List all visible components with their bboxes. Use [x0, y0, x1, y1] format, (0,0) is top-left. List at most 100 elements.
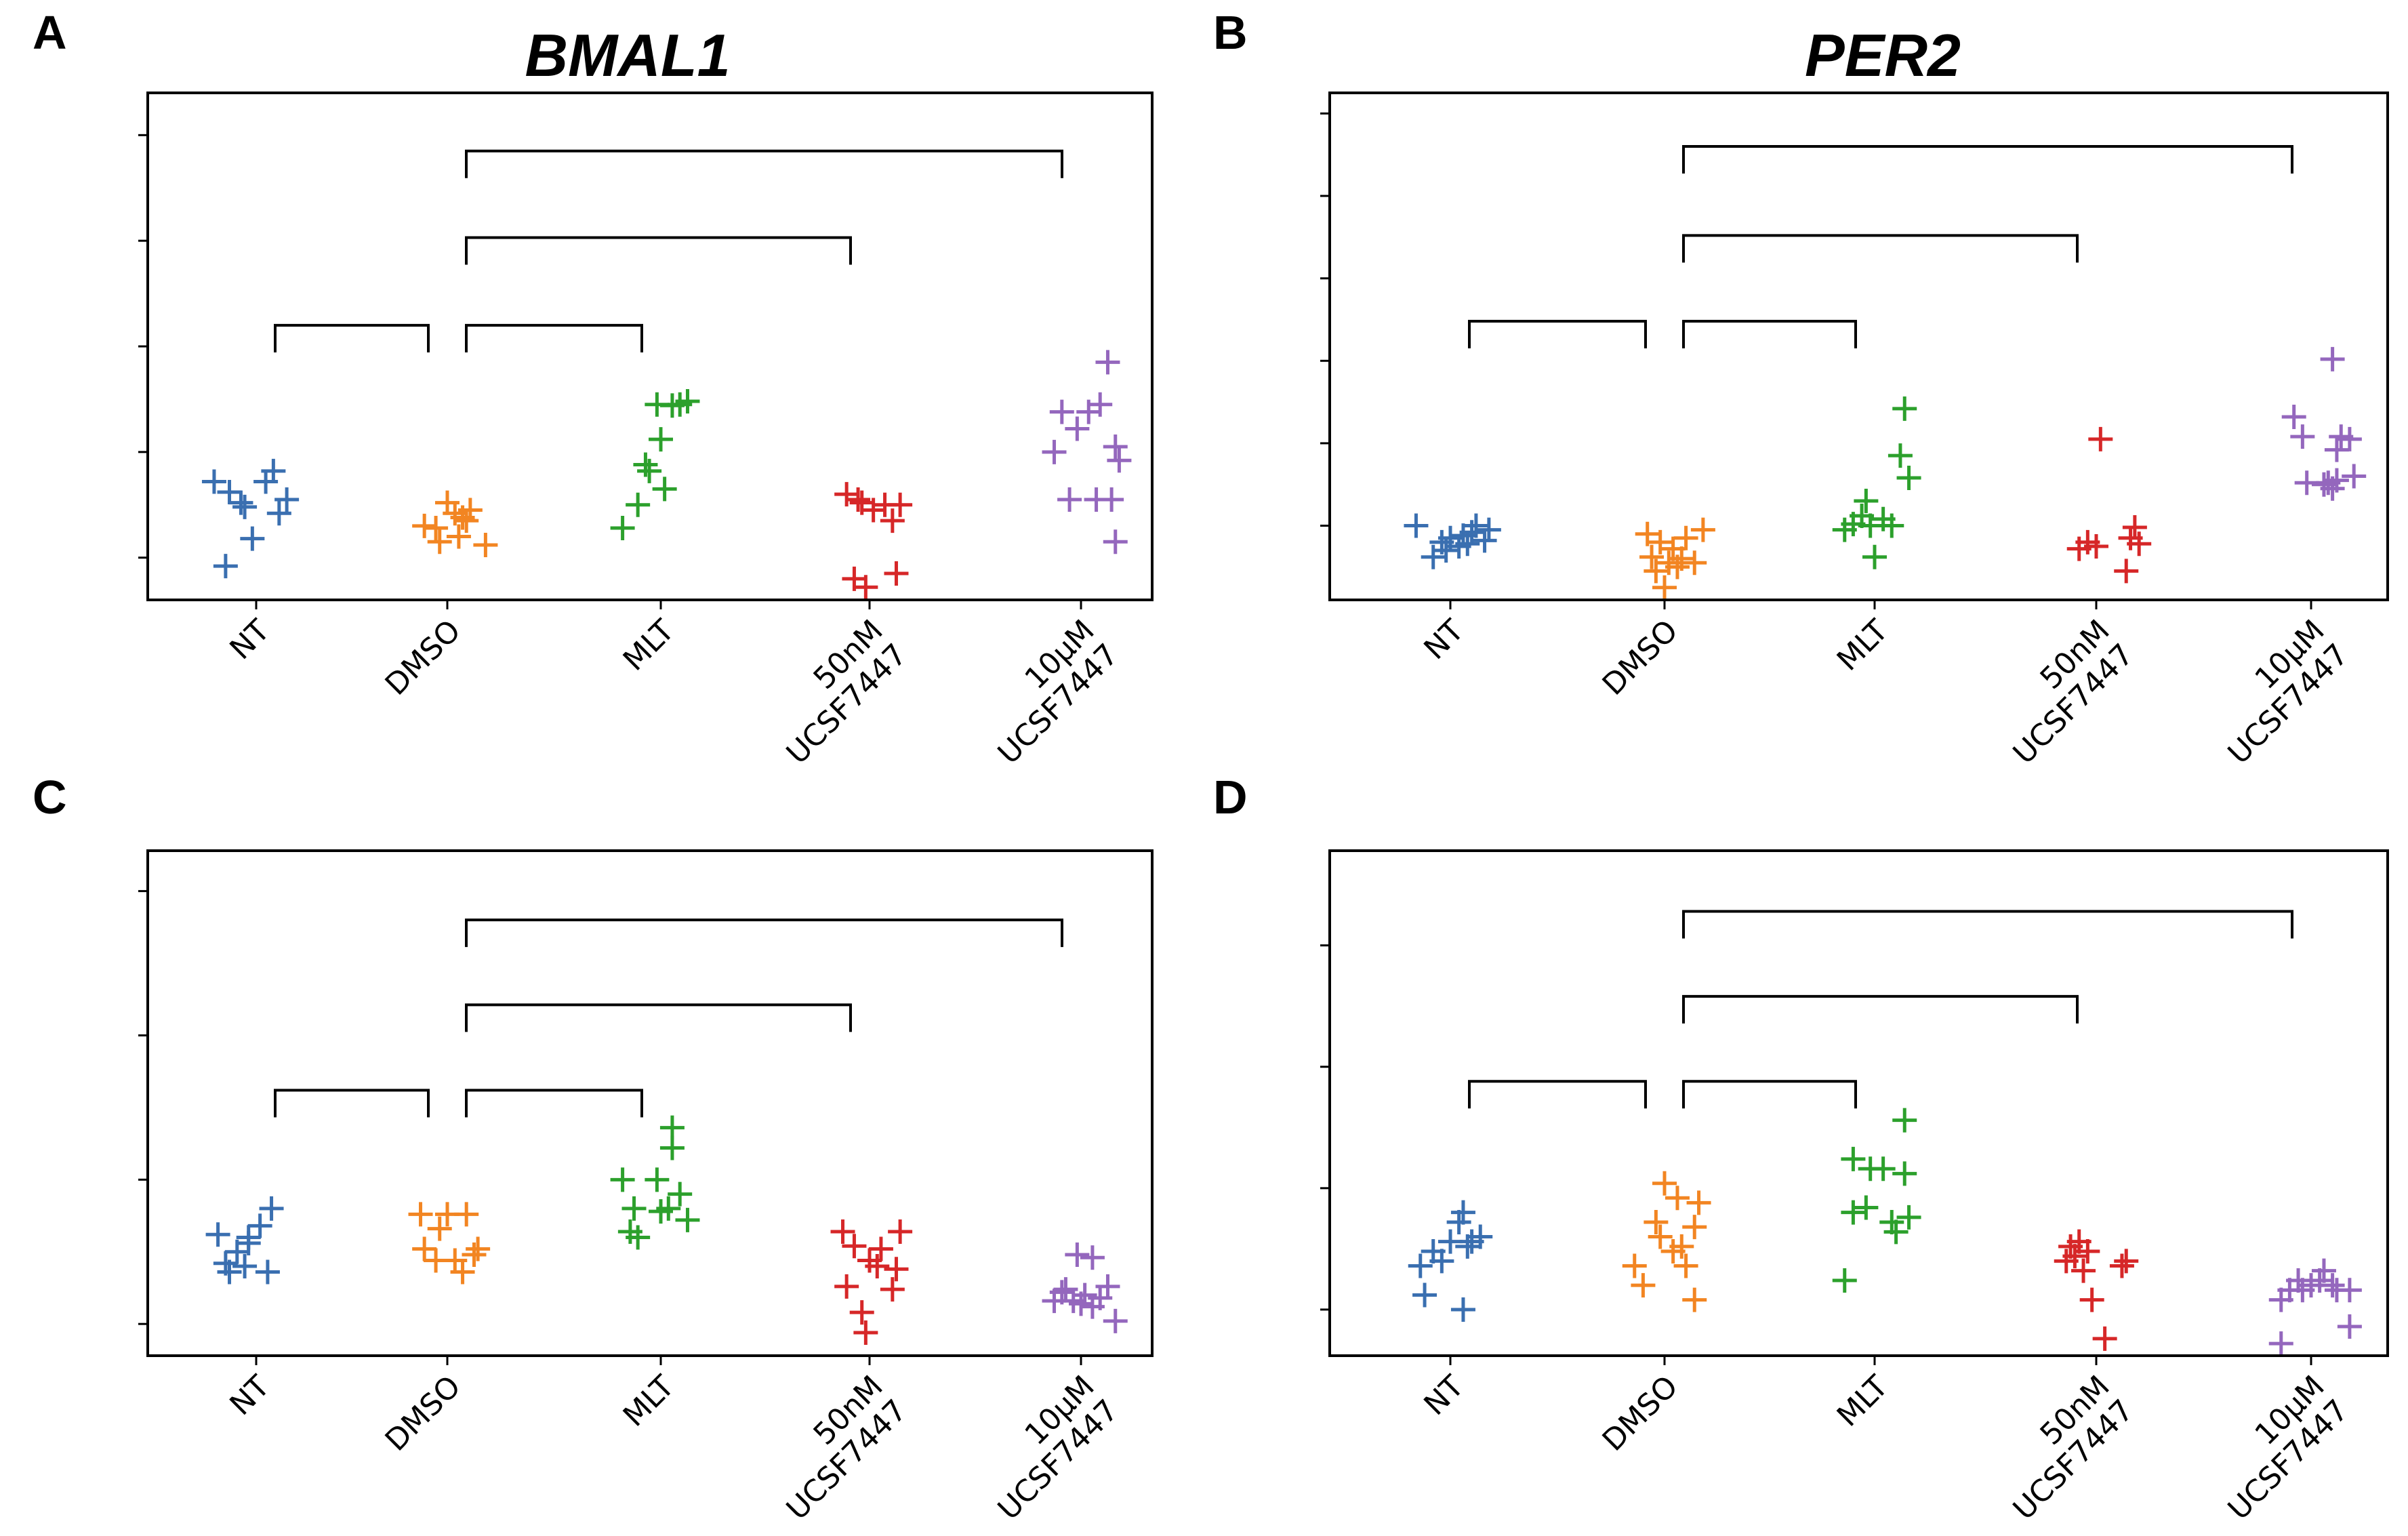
data-point	[884, 1257, 909, 1282]
x-tick-label-line: MLT	[617, 1369, 681, 1434]
data-point	[1639, 544, 1665, 569]
significance-bracket	[1682, 910, 2293, 939]
data-point	[1682, 1215, 1707, 1240]
x-tick-label-line: NT	[1417, 613, 1470, 666]
data-point	[842, 1234, 867, 1259]
x-tick-label: NT	[1417, 613, 1470, 666]
panel-letter-d: D	[1213, 771, 1248, 824]
data-point	[1669, 1234, 1694, 1259]
data-point	[1887, 443, 1913, 468]
significance-bracket	[465, 236, 852, 265]
significance-bracket	[465, 1003, 852, 1032]
data-point	[861, 498, 886, 523]
panel-b-title: PER2	[1805, 22, 1961, 89]
plot-frame	[1328, 849, 2389, 1357]
data-point	[834, 482, 859, 507]
significance-bracket	[1682, 319, 1857, 348]
x-tick-label: 50nMUCSF7447	[1982, 1369, 2140, 1527]
data-point	[1095, 1274, 1120, 1299]
panel-letter-b: B	[1213, 6, 1248, 59]
data-point	[217, 1259, 242, 1285]
data-point	[888, 492, 913, 517]
data-point	[1049, 399, 1074, 424]
x-tick-label-line: DMSO	[379, 613, 468, 702]
panel-b-chart: NT DMSO MLT 50nMUCSF7447 10µMUCSF7447	[1320, 92, 2389, 771]
data-point	[1080, 1245, 1105, 1270]
x-tick-label-line: MLT	[1831, 1369, 1895, 1434]
data-point	[1468, 1224, 1493, 1249]
data-point	[412, 513, 437, 538]
data-point	[1892, 1161, 1917, 1186]
x-tick-label-line: DMSO	[379, 1369, 468, 1458]
data-point	[1635, 521, 1660, 546]
x-tick-label: MLT	[1831, 613, 1895, 678]
data-point	[1892, 1108, 1917, 1133]
data-point	[865, 1254, 890, 1279]
panel-a-title: BMAL1	[525, 22, 730, 89]
x-tick-label: MLT	[617, 613, 681, 678]
data-point	[457, 498, 483, 523]
data-point	[1438, 1229, 1463, 1254]
data-point	[240, 526, 265, 551]
data-point	[1669, 546, 1694, 571]
data-point	[2337, 426, 2362, 451]
x-tick-label: NT	[1417, 1369, 1470, 1422]
data-point	[1644, 1210, 1669, 1234]
data-point	[1854, 489, 1879, 514]
x-tick-label: DMSO	[379, 613, 468, 702]
data-point	[1690, 517, 1715, 542]
data-point	[1412, 1282, 1437, 1308]
data-point	[427, 529, 452, 554]
data-point	[1652, 1171, 1677, 1196]
data-point	[1644, 559, 1669, 584]
data-point	[1648, 1224, 1673, 1249]
significance-bracket	[1682, 994, 2079, 1024]
data-point	[2092, 1326, 2117, 1351]
x-tick-label: 50nMUCSF7447	[756, 613, 914, 771]
data-point	[247, 1213, 272, 1238]
data-point	[2342, 464, 2367, 489]
data-point	[1879, 513, 1904, 538]
data-point	[1455, 1234, 1480, 1259]
x-tick-label: 50nMUCSF7447	[1982, 613, 2140, 771]
data-point	[2324, 437, 2349, 462]
data-point	[2122, 514, 2147, 540]
data-point	[1896, 1205, 1921, 1230]
data-point	[652, 477, 677, 502]
data-point	[834, 1274, 859, 1299]
x-tick-label: MLT	[1831, 1369, 1895, 1434]
data-point	[2324, 468, 2349, 493]
x-tick-label: 10µMUCSF7447	[967, 1369, 1125, 1527]
data-point	[454, 508, 479, 533]
data-point	[1673, 1253, 1698, 1278]
data-point	[450, 1259, 475, 1285]
data-point	[2079, 1287, 2104, 1312]
data-point	[1421, 544, 1446, 569]
data-point	[2114, 1249, 2139, 1274]
data-point	[1858, 513, 1883, 538]
data-point	[454, 1202, 479, 1227]
panel-c-chart: NT DMSO MLT 50nMUCSF7447 10µMUCSF7447	[138, 849, 1154, 1527]
data-point	[1622, 1253, 1647, 1278]
data-point	[1841, 1146, 1866, 1171]
data-point	[446, 524, 471, 549]
data-point	[1652, 575, 1677, 600]
x-tick-label: 50nMUCSF7447	[756, 1369, 914, 1527]
data-point	[424, 516, 449, 541]
data-point	[659, 1135, 685, 1160]
data-point	[2311, 1258, 2336, 1283]
data-point	[849, 1300, 874, 1325]
data-point	[2084, 533, 2108, 559]
significance-bracket	[274, 323, 430, 352]
data-point	[610, 516, 635, 541]
data-point	[1476, 517, 1501, 542]
data-point	[1429, 1249, 1454, 1274]
significance-bracket	[1682, 234, 2079, 263]
x-tick-label-line: NT	[223, 613, 276, 666]
data-point	[1450, 1297, 1475, 1322]
data-point	[1854, 1195, 1879, 1220]
panel-letter-c: C	[33, 771, 67, 824]
data-point	[1065, 1242, 1090, 1267]
data-point	[1841, 1200, 1866, 1225]
data-point	[2337, 1314, 2362, 1339]
